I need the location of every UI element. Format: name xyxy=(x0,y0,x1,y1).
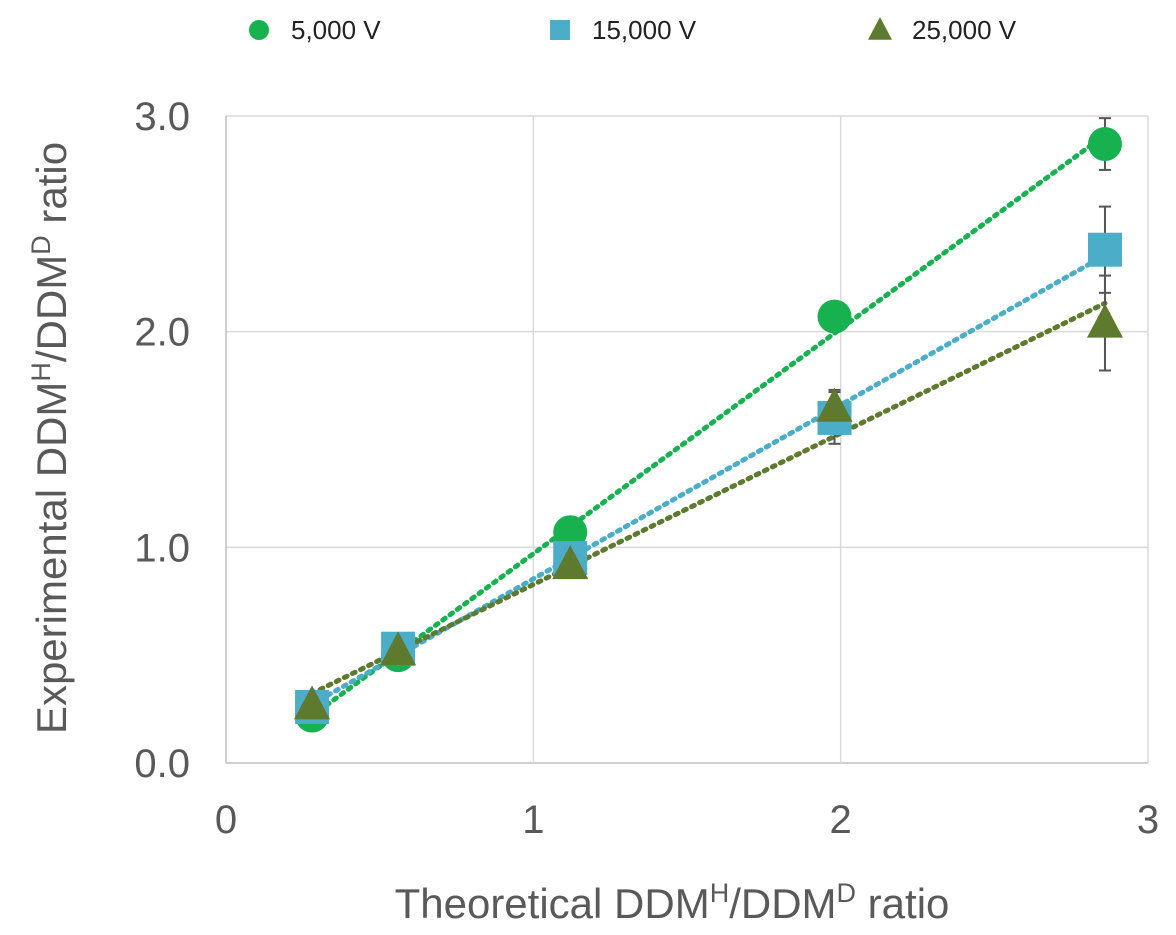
x-axis-title: Theoretical DDMH/DDMD ratio xyxy=(395,878,950,927)
legend-label: 25,000 V xyxy=(912,15,1017,45)
data-point-circle xyxy=(1087,127,1122,162)
y-tick-label: 0.0 xyxy=(134,742,190,786)
data-point-triangle xyxy=(552,545,589,580)
data-points xyxy=(294,127,1123,733)
x-tick-label: 3 xyxy=(1137,798,1159,842)
y-tick-label: 1.0 xyxy=(134,526,190,570)
trendline xyxy=(309,132,1108,719)
legend-marker-circle xyxy=(249,20,269,40)
data-point-circle xyxy=(817,299,852,334)
legend-label: 5,000 V xyxy=(291,15,381,45)
x-tick-label: 2 xyxy=(830,798,852,842)
y-tick-label: 2.0 xyxy=(134,311,190,355)
data-point-triangle xyxy=(1086,303,1123,338)
trendline xyxy=(309,252,1108,707)
legend: 5,000 V 15,000 V 25,000 V xyxy=(249,15,1017,45)
data-point-circle xyxy=(553,515,588,550)
data-point-square xyxy=(1087,232,1122,267)
trendline xyxy=(309,300,1108,696)
trendlines xyxy=(309,132,1108,719)
legend-marker-triangle xyxy=(868,17,892,40)
x-tick-labels: 0 1 2 3 xyxy=(215,798,1159,842)
legend-marker-square xyxy=(550,20,570,40)
y-axis-title: Experimental DDMH/DDMD ratio xyxy=(26,142,75,734)
y-tick-labels: 0.0 1.0 2.0 3.0 xyxy=(134,95,190,786)
legend-label: 15,000 V xyxy=(592,15,697,45)
data-point-triangle xyxy=(816,387,853,422)
grid xyxy=(225,115,1149,764)
y-tick-label: 3.0 xyxy=(134,95,190,139)
x-tick-label: 0 xyxy=(215,798,237,842)
data-point-triangle xyxy=(294,685,331,720)
x-tick-label: 1 xyxy=(522,798,544,842)
data-point-triangle xyxy=(380,631,417,666)
